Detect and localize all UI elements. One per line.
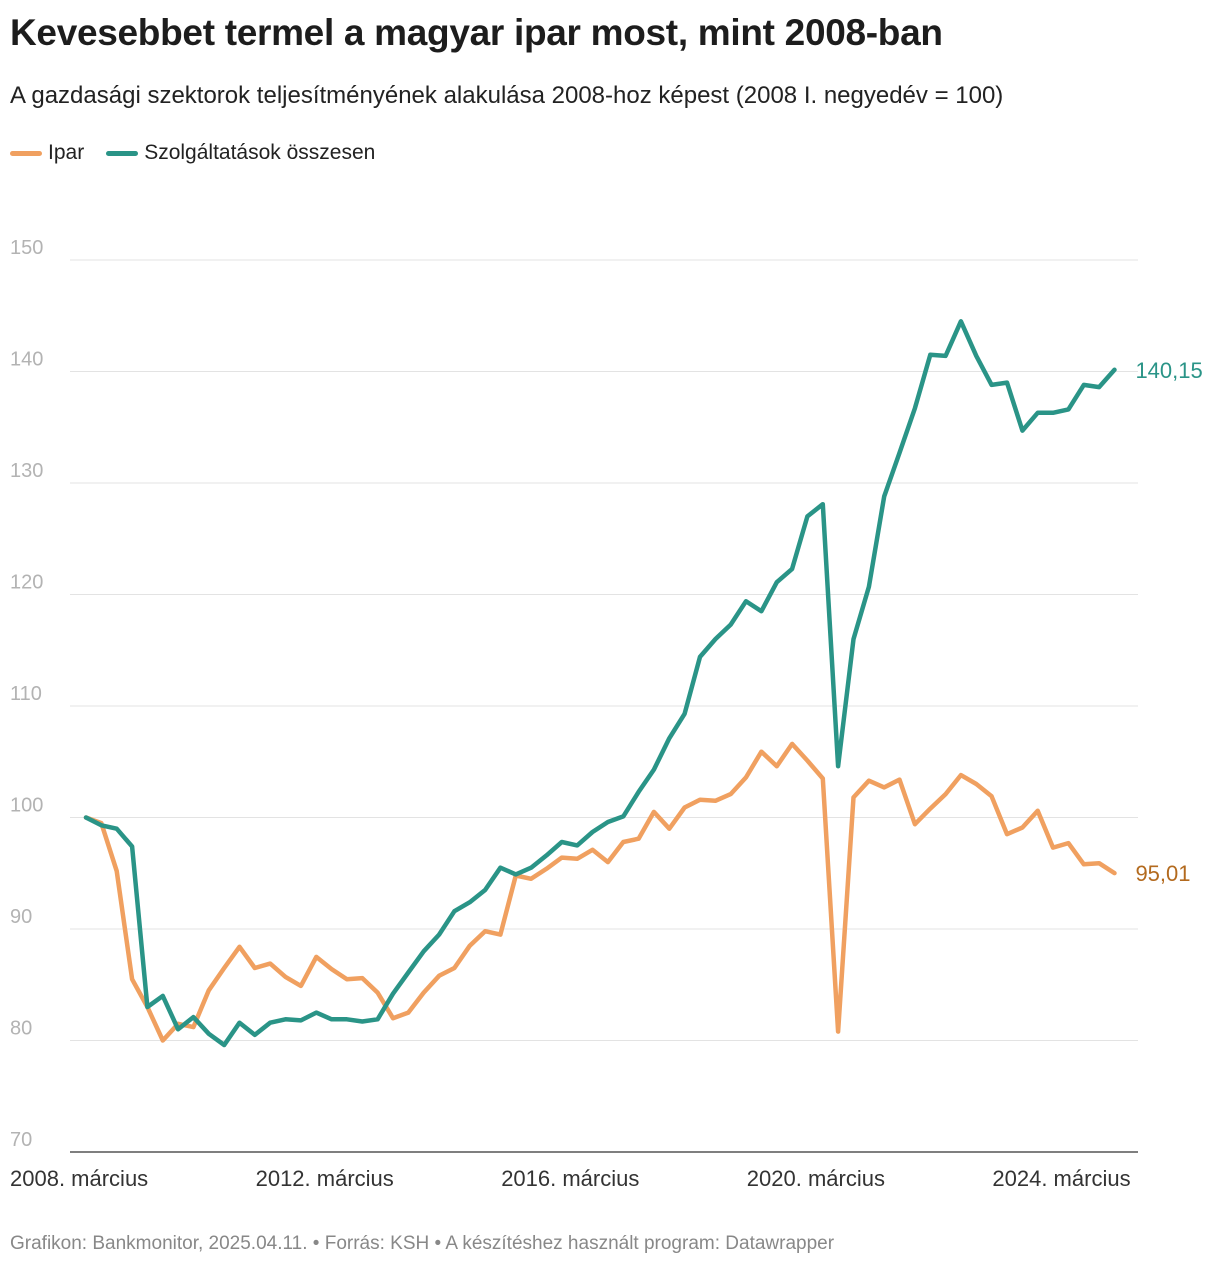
y-tick-label: 70 [10,1129,32,1151]
legend-label-szolg: Szolgáltatások összesen [144,141,376,164]
legend-item-szolg: Szolgáltatások összesen [106,141,375,165]
x-tick-label: 2016. március [501,1166,639,1191]
footer-credit: Grafikon: Bankmonitor, 2025.04.11. [10,1233,308,1254]
series-line-ipar [83,741,1117,1043]
legend: Ipar Szolgáltatások összesen [10,141,397,165]
end-label-szolg: 140,15 [1135,358,1202,383]
footer: Grafikon: Bankmonitor, 2025.04.11. • For… [10,1233,834,1255]
legend-label-ipar: Ipar [48,141,85,164]
y-tick-label: 90 [10,906,32,928]
x-tick-label: 2020. március [747,1166,885,1191]
x-tick-label: 2024. március [992,1166,1130,1191]
x-tick-label: 2012. március [256,1166,394,1191]
y-tick-label: 130 [10,460,43,482]
legend-swatch-szolg [106,150,139,156]
chart-subtitle: A gazdasági szektorok teljesítményének a… [10,82,1004,109]
y-axis-ticks: 70 80 90 100 110 120 130 140 150 [10,237,43,1151]
footer-tool: A készítéshez használt program: Datawrap… [445,1233,835,1254]
x-tick-label: 2008. március [10,1166,148,1191]
end-label-layer: 95,01 140,15 [1135,358,1202,886]
series-layer [83,319,1117,1048]
x-axis-ticks: 2008. március 2012. március 2016. március 2… [10,1166,1131,1191]
end-label-ipar: 95,01 [1135,861,1190,886]
legend-swatch-ipar [10,150,42,156]
footer-separator-1: • [312,1233,320,1254]
chart-title: Kevesebbet termel a magyar ipar most, mi… [10,12,943,53]
y-tick-label: 140 [10,349,43,371]
footer-source: Forrás: KSH [324,1233,430,1254]
y-tick-label: 100 [10,795,43,817]
footer-separator-2: • [434,1233,442,1254]
series-line-szolg [83,319,1117,1048]
y-tick-label: 150 [10,237,43,259]
y-tick-label: 110 [10,683,42,705]
y-tick-label: 80 [10,1018,32,1040]
grid-layer [70,259,1138,1153]
y-tick-label: 120 [10,572,43,594]
legend-item-ipar: Ipar [10,141,84,165]
